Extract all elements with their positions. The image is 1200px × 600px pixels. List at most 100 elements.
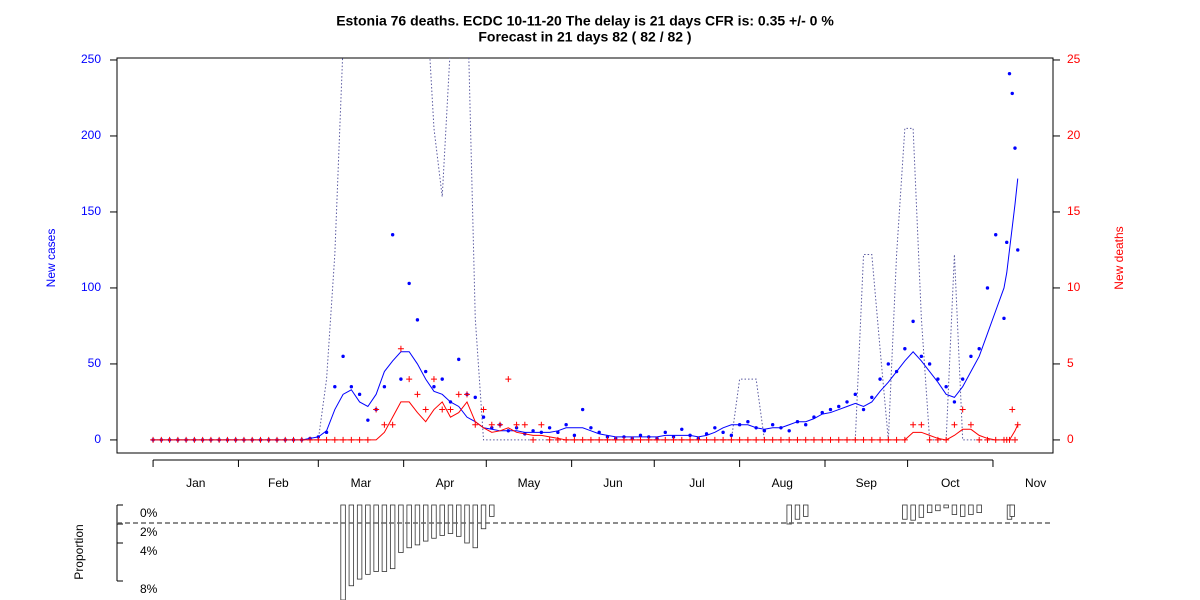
death-point (910, 421, 917, 428)
x-tick-label: May (518, 476, 541, 490)
case-point (878, 377, 882, 381)
case-point (977, 347, 981, 351)
death-point (414, 391, 421, 398)
case-point (746, 419, 750, 424)
death-point (447, 406, 454, 413)
bar (918, 504, 925, 518)
case-point (556, 430, 560, 435)
case-point (845, 400, 849, 404)
bar (794, 504, 801, 520)
y2-tick-label: 25 (1067, 52, 1081, 66)
case-point (1013, 146, 1017, 150)
y-tick-label: 0 (94, 432, 101, 446)
bar (902, 504, 908, 520)
case-point (969, 354, 973, 359)
case-point (1010, 91, 1014, 96)
death-point (464, 391, 471, 398)
bar (480, 504, 487, 530)
death-point (951, 421, 958, 428)
case-point (680, 427, 684, 431)
bar (389, 504, 396, 570)
case-point (721, 430, 725, 435)
case-point (399, 377, 403, 381)
x-tick-label: Aug (772, 476, 793, 490)
case-point (994, 233, 998, 237)
bar (968, 504, 974, 515)
x-tick-label: Feb (268, 476, 289, 490)
x-tick-label: Apr (436, 476, 455, 490)
bar (976, 504, 982, 513)
case-point (886, 362, 891, 366)
bar (431, 504, 437, 539)
case-point (960, 377, 965, 381)
death-point (472, 421, 479, 428)
x-tick-label: Jul (689, 476, 704, 490)
case-point (473, 395, 477, 400)
death-point (530, 436, 537, 443)
death-point (521, 421, 528, 428)
x-tick-label: Mar (351, 476, 372, 490)
dotted-line (153, 58, 1018, 441)
bar (926, 504, 933, 513)
y2-tick-label: 10 (1067, 280, 1081, 294)
plot-frame (116, 57, 1054, 454)
case-point (481, 415, 486, 419)
bar (398, 504, 404, 553)
bar (447, 504, 454, 534)
y-tick-label: 100 (81, 280, 101, 294)
y-tick-label: 50 (88, 356, 102, 370)
case-point (547, 426, 552, 430)
case-point (589, 426, 593, 430)
death-point (373, 406, 380, 413)
bar (786, 504, 792, 525)
y-axis-label: New cases (44, 229, 58, 288)
case-point (837, 404, 841, 409)
case-point (828, 407, 833, 412)
bar (803, 504, 809, 517)
y2-tick-label: 20 (1067, 128, 1081, 142)
case-point (440, 377, 444, 381)
case-point (985, 286, 990, 290)
death-point (505, 376, 512, 383)
death-point (430, 376, 437, 383)
bar (439, 504, 445, 536)
death-point (455, 391, 462, 398)
x-tick-label: Jan (186, 476, 205, 490)
x-tick-label: Oct (941, 476, 960, 490)
death-point (439, 406, 446, 413)
bar (373, 504, 379, 572)
case-point (663, 430, 667, 435)
case-point (729, 433, 734, 438)
y-tick-label: 8% (140, 582, 158, 596)
death-point (397, 345, 404, 352)
case-point (1005, 240, 1009, 245)
case-point (853, 392, 857, 397)
case-point (804, 423, 808, 427)
case-point (1007, 71, 1012, 76)
y-tick-label: 200 (81, 128, 101, 142)
y-tick-label: 2% (140, 525, 158, 539)
bar (960, 504, 966, 517)
y-tick-label: 0% (140, 506, 158, 520)
case-point (952, 400, 957, 404)
case-point (514, 426, 519, 430)
case-point (423, 369, 428, 374)
case-point (936, 377, 940, 381)
case-point (820, 410, 824, 415)
case-point (564, 423, 568, 427)
case-point (580, 407, 585, 412)
y2-axis-label: New deaths (1112, 226, 1126, 289)
case-point (407, 281, 411, 286)
chart-subtitle: Forecast in 21 days 82 ( 82 / 82 ) (478, 29, 691, 45)
case-point (762, 429, 767, 433)
case-point (787, 429, 791, 433)
bar (348, 504, 355, 587)
bar (356, 504, 363, 580)
bar (935, 504, 941, 512)
case-point (944, 385, 948, 389)
death-point (926, 436, 933, 443)
y-axis-label: Proportion (72, 524, 86, 579)
bar (951, 504, 958, 515)
death-point (976, 436, 983, 443)
